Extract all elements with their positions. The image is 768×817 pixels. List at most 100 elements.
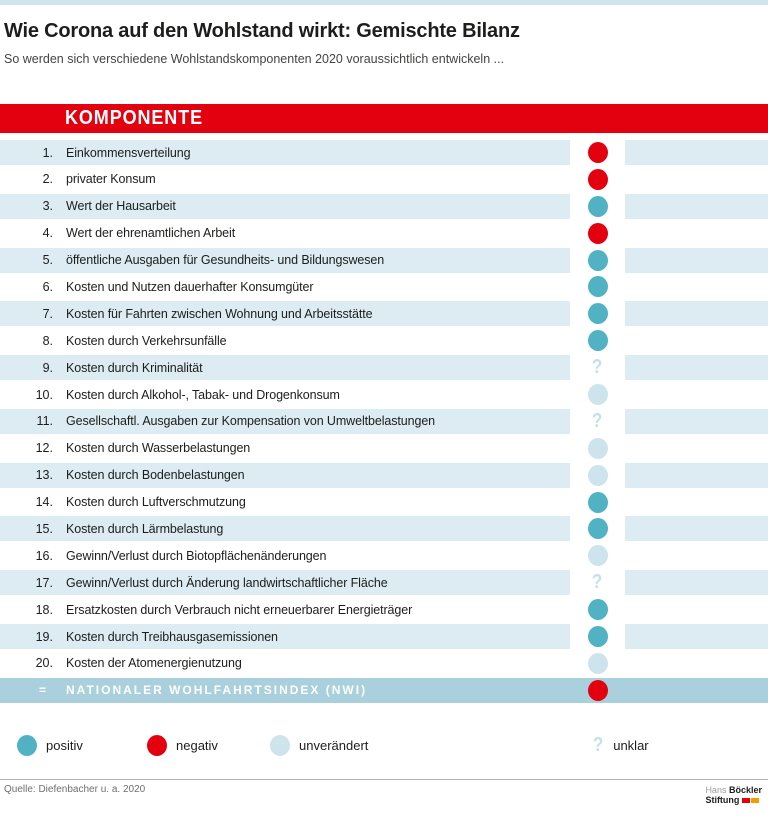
row-label: Kosten durch Verkehrsunfälle (66, 333, 227, 348)
negative-dot-icon (587, 168, 608, 190)
unclear-question-icon: ? (592, 733, 604, 756)
row-left-band: 15. Kosten durch Lärmbelastung (0, 516, 570, 542)
table-row: 1. Einkommensverteilung (0, 140, 768, 165)
row-right-band (625, 677, 768, 703)
table-row: 4. Wert der ehrenamtlichen Arbeit (0, 220, 768, 246)
row-right-band (625, 247, 768, 273)
row-right-band (625, 355, 768, 381)
row-left-band: 8. Kosten durch Verkehrsunfälle (0, 328, 570, 353)
row-left-band: = NATIONALER WOHLFAHRTSINDEX (NWI) (0, 677, 570, 703)
row-label: Gesellschaftl. Ausgaben zur Kompensation… (66, 414, 436, 429)
table-row: 7. Kosten für Fahrten zwischen Wohnung u… (0, 301, 768, 327)
row-status-cell (570, 247, 625, 273)
row-left-band: 7. Kosten für Fahrten zwischen Wohnung u… (0, 301, 570, 327)
table-row: 10. Kosten durch Alkohol-, Tabak- und Dr… (0, 382, 768, 408)
positive-dot-icon (587, 249, 608, 271)
row-right-band (625, 193, 768, 219)
row-right-band (625, 382, 768, 407)
row-status-cell (570, 650, 625, 676)
negative-dot-icon (587, 222, 608, 244)
row-left-band: 3. Wert der Hausarbeit (0, 193, 570, 219)
row-label: Kosten der Atomenergienutzung (66, 656, 242, 671)
row-label: Kosten durch Luftverschmutzung (66, 495, 246, 510)
row-label: Kosten durch Alkohol-, Tabak- und Drogen… (66, 387, 340, 402)
row-right-band (625, 436, 768, 461)
row-status-cell (570, 166, 625, 192)
positive-dot-icon (587, 303, 608, 325)
legend: positiv negativ unverändert ? unklar (0, 733, 768, 757)
row-left-band: 9. Kosten durch Kriminalität (0, 355, 570, 381)
row-left-band: 11. Gesellschaftl. Ausgaben zur Kompensa… (0, 408, 570, 434)
logo-line-2: Stiftung (705, 795, 762, 805)
row-label: Kosten durch Bodenbelastungen (66, 468, 245, 483)
row-left-band: 1. Einkommensverteilung (0, 140, 570, 165)
row-number: 11. (36, 414, 53, 429)
row-status-cell (570, 328, 625, 354)
table-row: 13. Kosten durch Bodenbelastungen (0, 462, 768, 488)
row-number: 2. (42, 172, 53, 187)
row-right-band (625, 328, 768, 353)
row-status-cell (570, 516, 625, 542)
row-status-cell (570, 274, 625, 300)
positive-dot-icon (587, 599, 608, 621)
legend-label: unklar (613, 737, 649, 753)
legend-item: unverändert (270, 733, 368, 757)
row-label: NATIONALER WOHLFAHRTSINDEX (NWI) (66, 683, 368, 698)
row-number: 10. (35, 387, 53, 402)
table-row: 12. Kosten durch Wasserbelastungen (0, 435, 768, 461)
row-number: 4. (42, 226, 53, 241)
table-row: 18. Ersatzkosten durch Verbrauch nicht e… (0, 597, 768, 623)
row-status-cell: ? (570, 570, 625, 596)
row-right-band (625, 301, 768, 327)
table-row: 14. Kosten durch Luftverschmutzung (0, 489, 768, 515)
table-row: 6. Kosten und Nutzen dauerhafter Konsumg… (0, 274, 768, 300)
row-left-band: 20. Kosten der Atomenergienutzung (0, 651, 570, 676)
row-left-band: 10. Kosten durch Alkohol-, Tabak- und Dr… (0, 382, 570, 407)
row-number: 7. (42, 306, 53, 321)
row-right-band (625, 624, 768, 650)
column-header-label: KOMPONENTE (65, 107, 204, 129)
row-number: 14. (35, 495, 53, 510)
row-left-band: 14. Kosten durch Luftverschmutzung (0, 490, 570, 515)
footer-divider (0, 779, 768, 780)
page-subtitle: So werden sich verschiedene Wohlstandsko… (4, 52, 505, 66)
row-label: Wert der Hausarbeit (66, 199, 176, 214)
positive-dot-icon (587, 626, 608, 648)
row-status-cell (570, 677, 625, 703)
row-label: Kosten durch Kriminalität (66, 360, 203, 375)
row-left-band: 18. Ersatzkosten durch Verbrauch nicht e… (0, 597, 570, 622)
unclear-question-icon: ? (592, 409, 603, 432)
row-left-band: 16. Gewinn/Verlust durch Biotopflächenän… (0, 543, 570, 568)
row-label: Wert der ehrenamtlichen Arbeit (66, 226, 236, 241)
table-row: 8. Kosten durch Verkehrsunfälle (0, 328, 768, 354)
table-row: 2. privater Konsum (0, 166, 768, 192)
row-left-band: 6. Kosten und Nutzen dauerhafter Konsumg… (0, 274, 570, 299)
unchanged-dot-icon (587, 652, 608, 674)
legend-label: negativ (176, 737, 218, 753)
row-number: 15. (35, 521, 53, 536)
row-number: 8. (42, 333, 53, 348)
row-right-band (625, 651, 768, 676)
row-status-cell (570, 624, 625, 650)
row-number: 5. (42, 253, 53, 268)
row-right-band (625, 140, 768, 165)
table-row: 20. Kosten der Atomenergienutzung (0, 650, 768, 676)
row-number: 17. (35, 575, 53, 590)
row-label: Gewinn/Verlust durch Änderung landwirtsc… (66, 575, 388, 590)
row-right-band (625, 167, 768, 192)
unchanged-dot-icon (587, 384, 608, 406)
hans-boeckler-stiftung-logo: Hans Böckler Stiftung (705, 785, 762, 805)
row-left-band: 5. öffentliche Ausgaben für Gesundheits-… (0, 247, 570, 273)
row-number: = (38, 683, 46, 698)
summary-row-nwi: = NATIONALER WOHLFAHRTSINDEX (NWI) (0, 677, 768, 703)
row-label: öffentliche Ausgaben für Gesundheits- un… (66, 253, 385, 268)
table-row: 5. öffentliche Ausgaben für Gesundheits-… (0, 247, 768, 273)
top-accent-bar (0, 0, 768, 5)
positive-dot-icon (587, 195, 608, 217)
row-right-band (625, 597, 768, 622)
row-right-band (625, 516, 768, 542)
row-label: Einkommensverteilung (66, 145, 191, 160)
positive-dot-icon (587, 491, 608, 513)
legend-item: positiv (17, 733, 83, 757)
